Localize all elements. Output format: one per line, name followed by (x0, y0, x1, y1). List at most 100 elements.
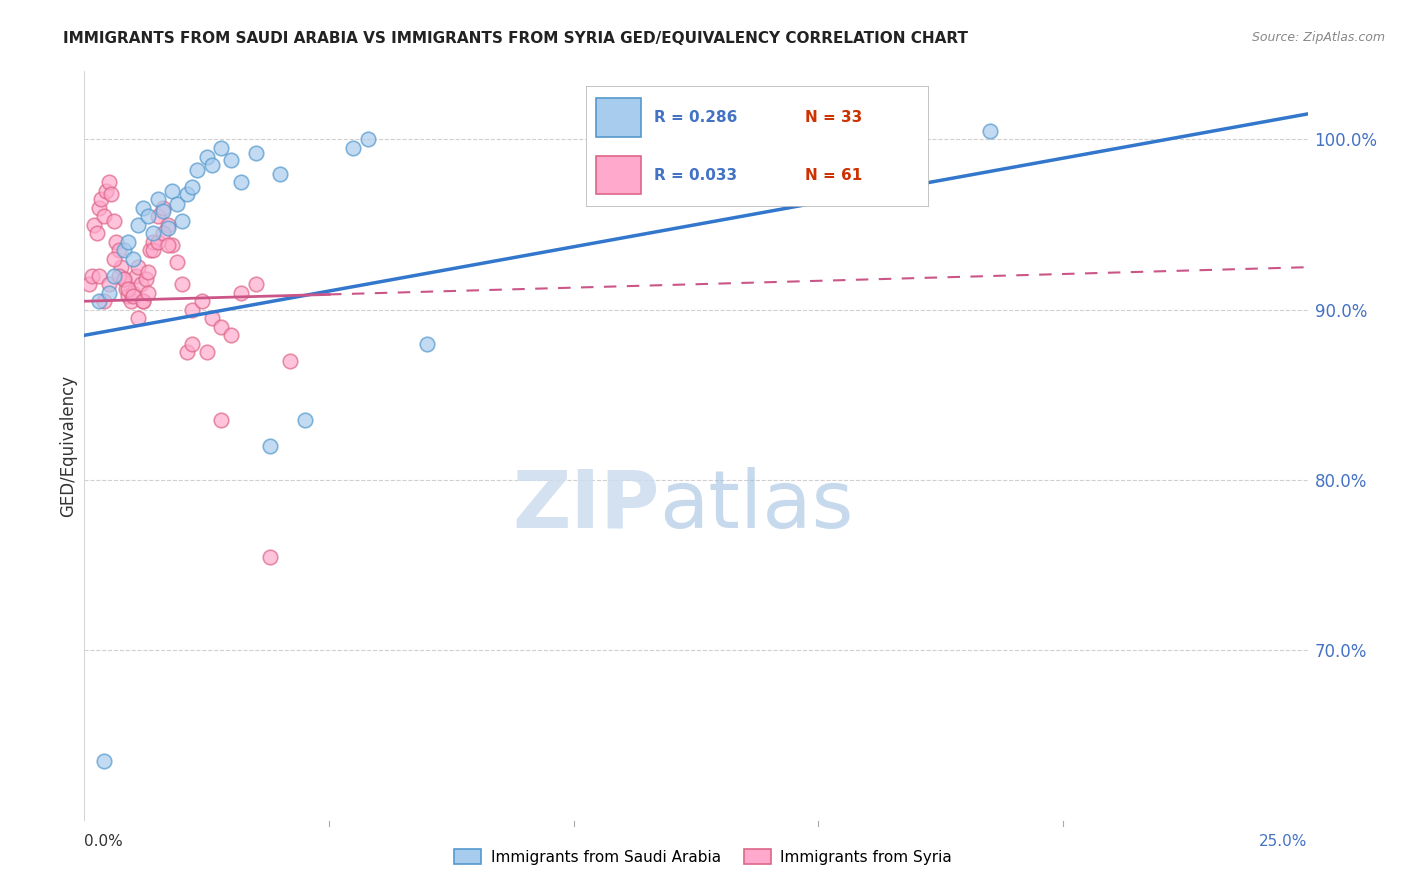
Point (103, 252, 125, 266)
Point (93, 209, 115, 223)
Point (142, 235, 165, 249)
Point (229, 285, 252, 300)
Point (136, 265, 159, 279)
Point (127, 218, 149, 232)
Text: atlas: atlas (659, 467, 853, 545)
Point (90, 192, 112, 206)
Point (152, 226, 174, 240)
Point (229, 175, 252, 189)
Point (142, 243, 165, 257)
Point (117, 289, 139, 303)
Point (181, 180, 204, 194)
Point (132, 294, 155, 309)
Point (122, 252, 145, 266)
Point (117, 282, 139, 296)
Point (103, 214, 125, 228)
Point (122, 285, 145, 300)
Point (979, 124, 1001, 138)
Point (278, 354, 301, 368)
Point (105, 235, 128, 249)
Point (87, 201, 110, 215)
Point (97, 285, 120, 300)
Point (110, 260, 132, 275)
Point (86, 226, 108, 240)
Point (103, 268, 125, 283)
Point (112, 272, 135, 286)
Point (107, 268, 129, 283)
Point (191, 294, 214, 309)
Point (80, 268, 103, 283)
Point (166, 197, 188, 211)
Point (83, 218, 105, 232)
Point (112, 243, 135, 257)
Point (156, 221, 179, 235)
Point (176, 186, 198, 201)
Point (127, 311, 149, 326)
Point (209, 413, 232, 427)
Point (100, 186, 122, 201)
Point (152, 201, 174, 215)
Point (97, 175, 120, 189)
Point (115, 282, 138, 296)
Point (152, 204, 174, 219)
Point (96, 184, 118, 198)
Point (142, 226, 165, 240)
Point (146, 209, 169, 223)
Point (172, 277, 194, 292)
Text: 25.0%: 25.0% (1260, 834, 1308, 849)
Point (416, 336, 439, 351)
Point (186, 163, 208, 178)
Point (219, 328, 242, 343)
Point (112, 272, 135, 286)
Point (77, 277, 100, 292)
Point (181, 336, 204, 351)
Point (139, 243, 162, 257)
Point (200, 311, 222, 326)
Point (245, 146, 267, 161)
Point (195, 149, 218, 163)
Point (209, 319, 232, 334)
Point (162, 184, 184, 198)
Point (87, 268, 110, 283)
Point (107, 243, 129, 257)
Point (166, 255, 188, 269)
Point (259, 439, 281, 453)
Point (342, 141, 364, 155)
Text: IMMIGRANTS FROM SAUDI ARABIA VS IMMIGRANTS FROM SYRIA GED/EQUIVALENCY CORRELATIO: IMMIGRANTS FROM SAUDI ARABIA VS IMMIGRAN… (63, 31, 969, 46)
Point (200, 158, 222, 172)
Point (93, 754, 115, 768)
Point (120, 294, 142, 309)
Point (146, 235, 169, 249)
Point (195, 345, 218, 359)
Point (132, 201, 155, 215)
Point (136, 209, 159, 223)
Text: 0.0%: 0.0% (84, 834, 124, 849)
Point (132, 294, 155, 309)
Point (136, 285, 159, 300)
Point (97, 277, 120, 292)
Point (209, 141, 232, 155)
Point (181, 302, 204, 317)
Point (269, 167, 291, 181)
Point (129, 277, 152, 292)
Point (162, 238, 184, 252)
Point (117, 235, 139, 249)
Point (259, 549, 281, 564)
Point (172, 214, 194, 228)
Point (125, 268, 148, 283)
Point (245, 277, 267, 292)
Point (93, 294, 115, 309)
Point (135, 272, 157, 286)
Text: Source: ZipAtlas.com: Source: ZipAtlas.com (1251, 31, 1385, 45)
Point (127, 260, 149, 275)
Point (176, 345, 198, 359)
Legend: Immigrants from Saudi Arabia, Immigrants from Syria: Immigrants from Saudi Arabia, Immigrants… (449, 843, 957, 871)
Text: ZIP: ZIP (512, 467, 659, 545)
Point (156, 238, 179, 252)
Y-axis label: GED/Equivalency: GED/Equivalency (59, 375, 77, 517)
Point (122, 289, 145, 303)
Point (87, 294, 110, 309)
Point (294, 413, 316, 427)
Point (146, 192, 169, 206)
Point (156, 218, 179, 232)
